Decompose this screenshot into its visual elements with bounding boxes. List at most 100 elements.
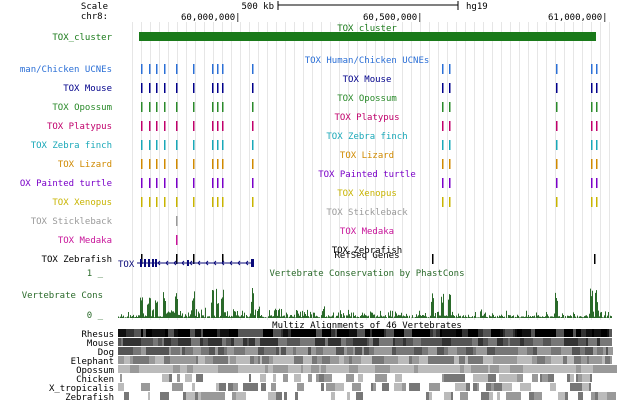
conserved-element-tick[interactable]: [141, 178, 143, 188]
conserved-element-tick[interactable]: [449, 64, 451, 74]
conserved-element-tick[interactable]: [252, 102, 254, 112]
conserved-element-tick[interactable]: [556, 83, 558, 93]
conserved-element-tick[interactable]: [176, 254, 178, 264]
conserved-element-tick[interactable]: [252, 140, 254, 150]
conserved-element-tick[interactable]: [442, 121, 444, 131]
track-4[interactable]: TOX Platypus TOX Platypus: [47, 113, 598, 132]
conserved-element-tick[interactable]: [176, 121, 178, 131]
conserved-element-tick[interactable]: [176, 140, 178, 150]
conserved-element-tick[interactable]: [217, 140, 219, 150]
conserved-element-tick[interactable]: [193, 178, 195, 188]
conserved-element-tick[interactable]: [149, 140, 151, 150]
conserved-element-tick[interactable]: [164, 64, 166, 74]
conserved-element-tick[interactable]: [591, 178, 593, 188]
conserved-element-tick[interactable]: [591, 140, 593, 150]
conserved-element-tick[interactable]: [222, 121, 224, 131]
conserved-element-tick[interactable]: [164, 83, 166, 93]
conserved-element-tick[interactable]: [596, 102, 598, 112]
phastcons-track[interactable]: Vertebrate Conservation by PhastCons 1 _…: [22, 269, 612, 321]
conserved-element-tick[interactable]: [212, 197, 214, 207]
conserved-element-tick[interactable]: [164, 159, 166, 169]
conserved-element-tick[interactable]: [596, 140, 598, 150]
conserved-element-tick[interactable]: [176, 178, 178, 188]
conserved-element-tick[interactable]: [442, 178, 444, 188]
conserved-element-tick[interactable]: [217, 197, 219, 207]
conserved-element-tick[interactable]: [222, 254, 224, 264]
conserved-element-tick[interactable]: [596, 197, 598, 207]
conserved-element-tick[interactable]: [149, 102, 151, 112]
conserved-element-tick[interactable]: [222, 102, 224, 112]
conserved-element-tick[interactable]: [176, 83, 178, 93]
conserved-element-tick[interactable]: [222, 178, 224, 188]
conserved-element-tick[interactable]: [449, 121, 451, 131]
conserved-element-tick[interactable]: [176, 159, 178, 169]
conserved-element-tick[interactable]: [149, 178, 151, 188]
conserved-element-tick[interactable]: [252, 178, 254, 188]
conserved-element-tick[interactable]: [156, 159, 158, 169]
conserved-element-tick[interactable]: [149, 64, 151, 74]
conserved-element-tick[interactable]: [442, 197, 444, 207]
conserved-element-tick[interactable]: [591, 83, 593, 93]
conserved-element-tick[interactable]: [149, 83, 151, 93]
conserved-element-tick[interactable]: [449, 159, 451, 169]
conserved-element-tick[interactable]: [141, 121, 143, 131]
conserved-element-tick[interactable]: [217, 178, 219, 188]
conserved-element-tick[interactable]: [156, 121, 158, 131]
conserved-element-tick[interactable]: [556, 102, 558, 112]
tox-gene-model[interactable]: [137, 259, 254, 267]
conserved-element-tick[interactable]: [596, 64, 598, 74]
conserved-element-tick[interactable]: [442, 159, 444, 169]
conserved-element-tick[interactable]: [164, 121, 166, 131]
track-10[interactable]: TOX Medaka TOX Medaka: [58, 227, 394, 246]
conserved-element-tick[interactable]: [212, 121, 214, 131]
conserved-element-tick[interactable]: [594, 254, 596, 264]
conserved-element-tick[interactable]: [193, 102, 195, 112]
conserved-element-tick[interactable]: [556, 197, 558, 207]
conserved-element-tick[interactable]: [432, 254, 434, 264]
conserved-element-tick[interactable]: [193, 140, 195, 150]
conserved-element-tick[interactable]: [164, 140, 166, 150]
refseq-track[interactable]: RefSeq Genes TOX: [118, 251, 400, 270]
conserved-element-tick[interactable]: [449, 140, 451, 150]
conserved-element-tick[interactable]: [449, 197, 451, 207]
conserved-element-tick[interactable]: [596, 159, 598, 169]
conserved-element-tick[interactable]: [556, 64, 558, 74]
conserved-element-tick[interactable]: [164, 178, 166, 188]
conserved-element-tick[interactable]: [596, 121, 598, 131]
conserved-element-tick[interactable]: [252, 197, 254, 207]
conserved-element-tick[interactable]: [176, 216, 178, 226]
conserved-element-tick[interactable]: [141, 197, 143, 207]
conserved-element-tick[interactable]: [164, 197, 166, 207]
conserved-element-tick[interactable]: [222, 197, 224, 207]
conserved-element-tick[interactable]: [212, 102, 214, 112]
conserved-element-tick[interactable]: [591, 64, 593, 74]
conserved-element-tick[interactable]: [596, 178, 598, 188]
conserved-element-tick[interactable]: [176, 102, 178, 112]
conserved-element-tick[interactable]: [141, 140, 143, 150]
conserved-element-tick[interactable]: [156, 83, 158, 93]
conserved-element-tick[interactable]: [212, 140, 214, 150]
conserved-element-tick[interactable]: [591, 121, 593, 131]
conserved-element-tick[interactable]: [193, 254, 195, 264]
track-6[interactable]: TOX Lizard TOX Lizard: [58, 151, 598, 170]
conserved-element-tick[interactable]: [449, 83, 451, 93]
conserved-element-tick[interactable]: [442, 64, 444, 74]
conserved-element-tick[interactable]: [156, 64, 158, 74]
conserved-element-tick[interactable]: [141, 64, 143, 74]
conserved-element-tick[interactable]: [176, 197, 178, 207]
conserved-element-tick[interactable]: [252, 159, 254, 169]
conserved-element-tick[interactable]: [556, 178, 558, 188]
conserved-element-tick[interactable]: [449, 178, 451, 188]
conserved-element-tick[interactable]: [212, 83, 214, 93]
conserved-element-tick[interactable]: [217, 159, 219, 169]
conserved-element-tick[interactable]: [193, 83, 195, 93]
conserved-element-tick[interactable]: [217, 64, 219, 74]
conserved-element-tick[interactable]: [252, 64, 254, 74]
conserved-element-tick[interactable]: [222, 140, 224, 150]
conserved-element-tick[interactable]: [596, 83, 598, 93]
conserved-element-tick[interactable]: [149, 121, 151, 131]
conserved-element-tick[interactable]: [217, 83, 219, 93]
conservation-element-tracks[interactable]: man/Chicken UCNEs TOX Human/Chicken UCNEs…: [20, 56, 598, 265]
conserved-element-tick[interactable]: [442, 140, 444, 150]
